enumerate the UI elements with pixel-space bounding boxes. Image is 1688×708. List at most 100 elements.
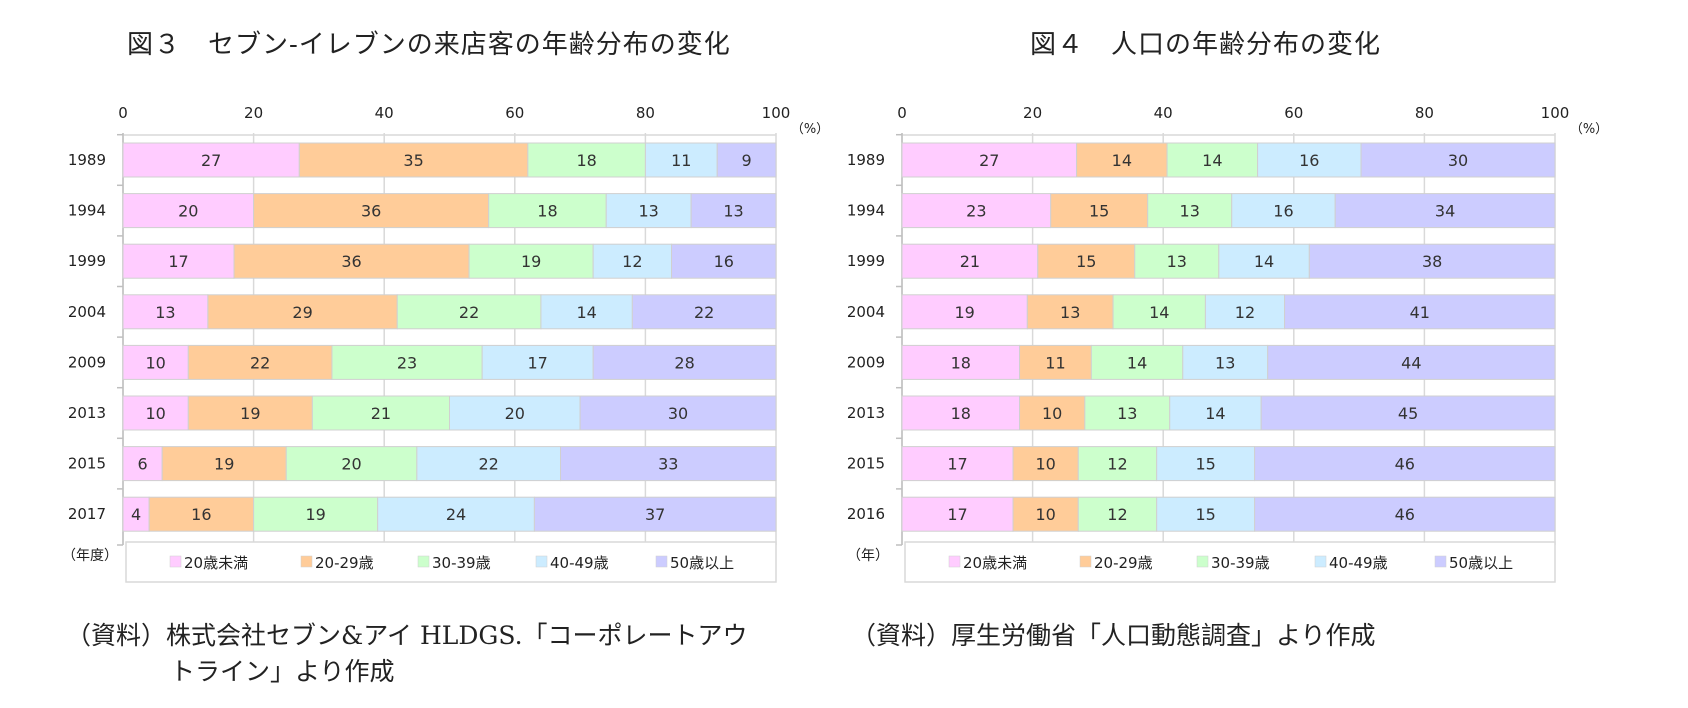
data-label: 19 [214, 455, 234, 474]
bar-segment [1360, 142, 1556, 178]
bar-segment [187, 344, 333, 380]
data-label: 12 [1235, 303, 1255, 322]
category-label: 1994 [847, 202, 885, 220]
bar-segment [901, 496, 1014, 532]
bar-segment [1084, 395, 1171, 431]
bar-segment [1037, 243, 1136, 279]
bar-segment [377, 496, 535, 532]
bar-segment [122, 294, 209, 330]
chart-title-left: 図３ セブン-イレブンの来店客の年齢分布の変化 [127, 30, 731, 60]
data-label: 12 [1107, 455, 1127, 474]
x-tick-label: 60 [505, 104, 524, 122]
data-label: 36 [361, 202, 381, 221]
bar-segment [468, 243, 594, 279]
x-tick-label: 20 [1023, 104, 1042, 122]
x-tick-label: 100 [1541, 104, 1570, 122]
data-label: 12 [622, 252, 642, 271]
bar-segment [122, 496, 150, 532]
data-label: 41 [1410, 303, 1430, 322]
x-tick-label: 20 [244, 104, 263, 122]
bar-segment [1231, 193, 1336, 229]
data-label: 19 [240, 404, 260, 423]
bar-segment [533, 496, 777, 532]
legend-box [125, 541, 777, 583]
data-label: 20 [341, 455, 361, 474]
data-label: 18 [537, 202, 557, 221]
bar-segment [1012, 496, 1079, 532]
data-label: 10 [145, 404, 165, 423]
bar-segment [631, 294, 777, 330]
data-label: 20 [178, 202, 198, 221]
category-label: 1989 [847, 151, 885, 169]
data-label: 14 [1205, 404, 1225, 423]
x-tick-label: 100 [762, 104, 791, 122]
bar-segment [253, 193, 490, 229]
stacked-bar-chart-right: 0 20 40 60 80 100（%） 1989 27 14 14 16 30 1994 23 15 13 1… [847, 104, 1608, 583]
legend-label: 20歳未満 [184, 554, 248, 572]
x-tick-label: 0 [897, 104, 907, 122]
data-label: 19 [954, 303, 974, 322]
data-label: 36 [341, 252, 361, 271]
bar-segment [1166, 142, 1259, 178]
bar-segment [1019, 344, 1092, 380]
data-label: 18 [576, 151, 596, 170]
category-label: 2016 [847, 505, 885, 523]
bar-segment [1019, 395, 1086, 431]
bar-segment [311, 395, 450, 431]
bar-segment [1134, 243, 1220, 279]
data-label: 45 [1398, 404, 1418, 423]
bar-segment [1077, 496, 1158, 532]
bar-segment [187, 395, 313, 431]
data-label: 14 [576, 303, 596, 322]
bar-segment [416, 446, 562, 482]
bar-segment [1254, 496, 1556, 532]
category-label: 2009 [68, 353, 106, 371]
bar-segment [1284, 294, 1556, 330]
data-label: 22 [694, 303, 714, 322]
legend-label: 30-39歳 [1211, 554, 1270, 572]
x-tick-label: 40 [1154, 104, 1173, 122]
data-label: 13 [638, 202, 658, 221]
bar-segment [1254, 446, 1556, 482]
legend-swatch [655, 555, 668, 568]
x-unit-label: （%） [1570, 122, 1608, 137]
legend-label: 40-49歳 [1329, 554, 1388, 572]
data-label: 20 [505, 404, 525, 423]
data-label: 30 [1448, 151, 1468, 170]
legend-label: 40-49歳 [550, 554, 609, 572]
data-label: 14 [1127, 353, 1147, 372]
data-label: 22 [479, 455, 499, 474]
data-label: 22 [250, 353, 270, 372]
data-label: 13 [1180, 202, 1200, 221]
data-label: 18 [951, 353, 971, 372]
data-label: 9 [742, 151, 752, 170]
category-label: 2004 [68, 303, 106, 321]
data-label: 19 [305, 505, 325, 524]
bar-segment [1156, 496, 1256, 532]
bar-segment [690, 193, 777, 229]
data-label: 23 [397, 353, 417, 372]
bar-segment [488, 193, 607, 229]
bar-segment [1026, 294, 1114, 330]
legend-swatch [417, 555, 430, 568]
category-label: 2015 [847, 455, 885, 473]
bar-segment [161, 446, 287, 482]
stacked-bar-chart-left: 0 20 40 60 80 100（%） 1989 27 35 18 11 9 1994 20 36 18 13… [62, 104, 829, 583]
data-label: 34 [1435, 202, 1455, 221]
category-label: 1989 [68, 151, 106, 169]
data-label: 10 [1042, 404, 1062, 423]
category-label: 2009 [847, 353, 885, 371]
data-label: 35 [403, 151, 423, 170]
x-unit-label: （%） [791, 122, 829, 137]
bar-segment [331, 344, 483, 380]
legend-swatch [1079, 555, 1092, 568]
bar-segment [560, 446, 777, 482]
data-label: 4 [131, 505, 141, 524]
bar-segment [207, 294, 398, 330]
bar-segment [1218, 243, 1310, 279]
legend-swatch [1196, 555, 1209, 568]
data-label: 11 [671, 151, 691, 170]
data-label: 18 [951, 404, 971, 423]
data-label: 12 [1107, 505, 1127, 524]
bar-segment [592, 344, 777, 380]
